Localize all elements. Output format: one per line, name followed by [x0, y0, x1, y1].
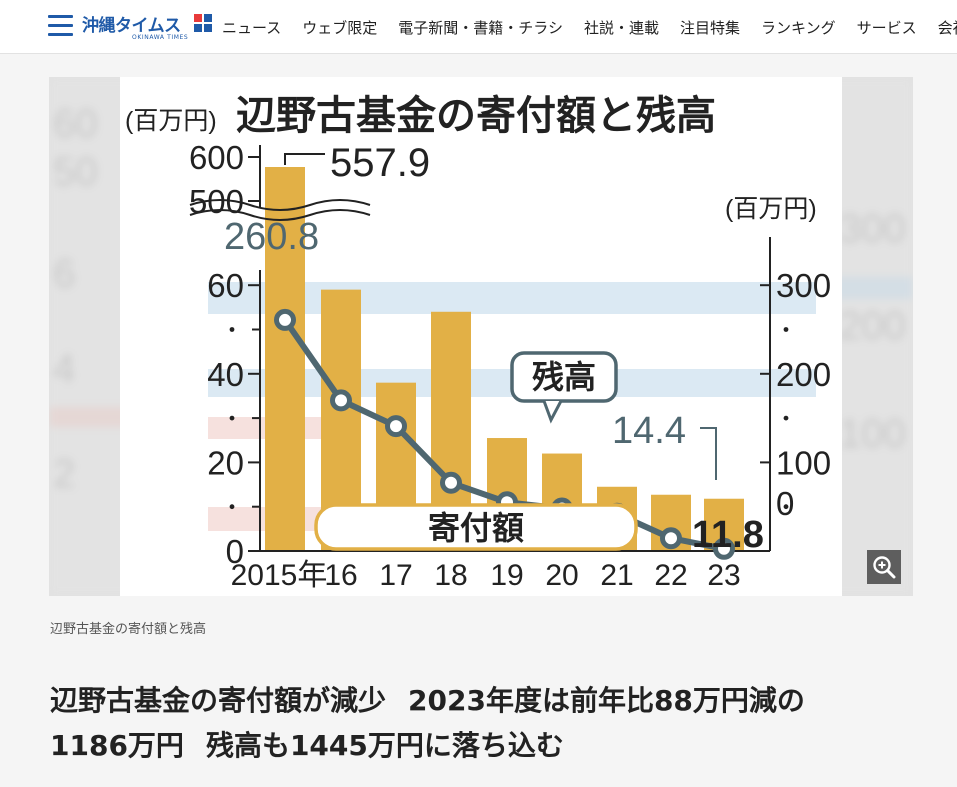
zoom-button[interactable] — [867, 550, 901, 584]
x-tick-label-18: 18 — [434, 559, 467, 592]
svg-text:200: 200 — [839, 304, 906, 348]
x-tick-label-22: 22 — [654, 559, 687, 592]
svg-text:2: 2 — [53, 452, 75, 496]
label-leader-557-9 — [284, 153, 325, 165]
headline-part-1: 辺野古基金の寄付額が減少 — [50, 684, 387, 717]
axis-break-mark-lower — [189, 209, 371, 221]
svg-text:300: 300 — [839, 207, 906, 251]
x-tick-label-16: 16 — [324, 559, 357, 592]
x-tick-label-2015年: 2015年 — [231, 559, 328, 592]
svg-text:100: 100 — [839, 412, 906, 456]
right-tick-label-200: 200 — [776, 356, 831, 393]
svg-text:60: 60 — [53, 102, 98, 146]
right-tick-label-0: 0 — [776, 485, 794, 522]
right-tick-label-100: 100 — [776, 444, 831, 481]
nav-item-services[interactable]: サービス — [856, 18, 917, 37]
main-nav: ニュース ウェブ限定 電子新聞・書籍・チラシ 社説・連載 注目特集 ランキング … — [222, 0, 957, 54]
balance-point-16 — [330, 389, 352, 412]
hamburger-icon[interactable] — [48, 15, 73, 37]
right-minor-dot-50 — [783, 504, 789, 510]
balance-point-22 — [660, 527, 682, 550]
headline-part-3: 1186万円 — [50, 729, 184, 762]
left-minor-dot-10 — [229, 504, 235, 510]
nav-item-editorials[interactable]: 社説・連載 — [583, 18, 659, 37]
nav-item-e-paper[interactable]: 電子新聞・書籍・チラシ — [398, 18, 563, 37]
legend-bar-box — [314, 503, 638, 551]
data-label-11-8: 11.8 — [692, 514, 764, 556]
left-tick-label-60: 60 — [207, 267, 244, 304]
chart-title: 辺野古基金の寄付額と残高 — [236, 93, 716, 138]
left-axis-unit: (百万円) — [125, 107, 217, 135]
headline-part-4: 残高も1445万円に落ち込む — [205, 729, 564, 762]
nav-item-ranking[interactable]: ランキング — [761, 18, 836, 37]
site-logo[interactable]: 沖縄タイムス OKINAWA TIMES — [82, 10, 214, 44]
balance-point-23 — [713, 537, 735, 560]
x-tick-label-19: 19 — [490, 559, 523, 592]
article-headline: 辺野古基金の寄付額が減少 2023年度は前年比88万円減の 1186万円 残高も14… — [50, 678, 910, 768]
data-label-260-8: 260.8 — [224, 216, 319, 258]
legend-line-pointer — [542, 400, 563, 424]
legend-line-label: 残高 — [532, 359, 596, 395]
blue-band-upper — [208, 282, 816, 314]
left-tick-label-20: 20 — [207, 444, 244, 481]
nav-item-web-only[interactable]: ウェブ限定 — [302, 18, 378, 37]
left-tick-label-0: 0 — [226, 533, 244, 570]
bar-2015年 — [265, 167, 305, 551]
zoom-in-icon — [873, 556, 896, 579]
svg-text:50: 50 — [53, 150, 98, 194]
nav-item-features[interactable]: 注目特集 — [680, 18, 741, 37]
right-minor-dot-150 — [783, 415, 789, 421]
headline-part-2: 2023年度は前年比88万円減の — [408, 684, 805, 717]
left-minor-dot-30 — [229, 415, 235, 421]
balance-point-2015年 — [274, 308, 296, 331]
balance-point-18 — [440, 471, 462, 494]
logo-plus-icon — [194, 14, 212, 32]
x-tick-label-20: 20 — [545, 559, 578, 592]
svg-text:6: 6 — [53, 252, 75, 296]
left-tick-label-40: 40 — [207, 356, 244, 393]
right-tick-label-300: 300 — [776, 267, 831, 304]
logo-text: 沖縄タイムス — [82, 16, 181, 36]
balance-point-17 — [385, 415, 407, 438]
right-minor-dot-250 — [783, 327, 789, 332]
nav-item-company[interactable]: 会社 — [937, 18, 957, 37]
data-label-14-4: 14.4 — [612, 410, 686, 452]
x-tick-label-17: 17 — [379, 559, 412, 592]
x-tick-label-23: 23 — [707, 559, 740, 592]
right-axis-unit: (百万円) — [725, 195, 817, 223]
legend-bar-label: 寄付額 — [428, 510, 524, 546]
left-minor-dot-50 — [229, 327, 235, 332]
left-tick-label-600: 600 — [189, 139, 244, 176]
label-leader-14-4 — [700, 427, 717, 480]
axis-break-mark-upper — [189, 199, 371, 211]
site-header: 沖縄タイムス OKINAWA TIMES ニュース ウェブ限定 電子新聞・書籍・… — [0, 0, 957, 54]
data-label-557-9: 557.9 — [330, 141, 430, 185]
x-tick-label-21: 21 — [600, 559, 633, 592]
svg-text:4: 4 — [53, 347, 75, 391]
figure-caption: 辺野古基金の寄付額と残高 — [50, 622, 207, 637]
logo-subtext: OKINAWA TIMES — [132, 34, 189, 41]
nav-item-news[interactable]: ニュース — [222, 18, 282, 37]
legend-line-box — [510, 351, 618, 403]
